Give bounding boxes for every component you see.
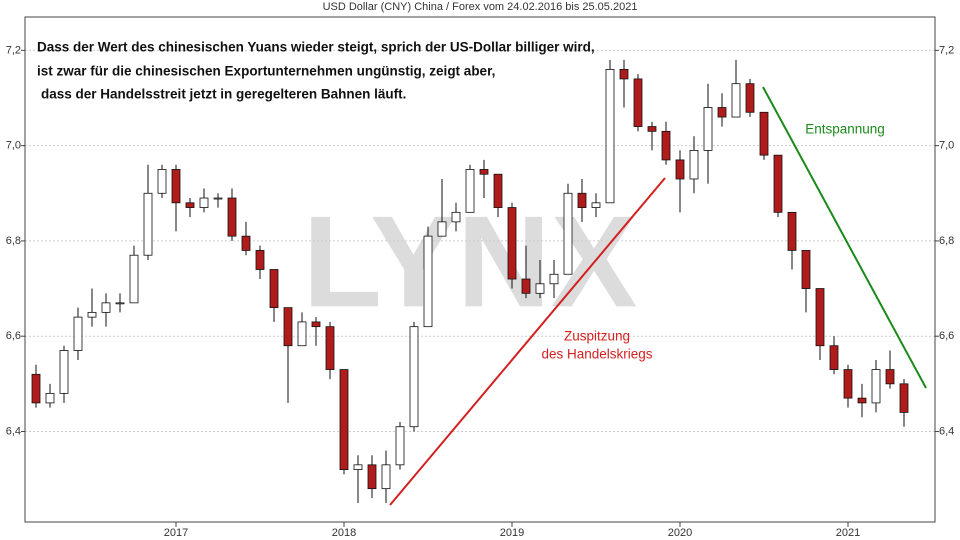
candle-body bbox=[199, 197, 209, 208]
candle-body bbox=[633, 78, 643, 127]
candle-body bbox=[563, 192, 573, 275]
candle-body bbox=[857, 397, 867, 404]
x-tick-label: 2021 bbox=[836, 527, 860, 539]
candle-body bbox=[31, 373, 41, 404]
candle-body bbox=[689, 149, 699, 180]
candle-body bbox=[759, 111, 769, 156]
escalation-label: Zuspitzung bbox=[564, 329, 630, 344]
relief-label: Entspannung bbox=[805, 122, 885, 137]
candle-body bbox=[479, 169, 489, 175]
candle-body bbox=[59, 350, 69, 394]
candle-body bbox=[297, 321, 307, 347]
candle-body bbox=[787, 211, 797, 251]
y2-tick-label: 6,6 bbox=[939, 330, 954, 342]
candle-body bbox=[829, 345, 839, 370]
candle-body bbox=[283, 307, 293, 347]
candle-body bbox=[311, 321, 321, 328]
candle-body bbox=[493, 173, 503, 208]
candle-body bbox=[605, 69, 615, 204]
x-tick-label: 2020 bbox=[668, 527, 692, 539]
candle-body bbox=[801, 250, 811, 289]
candle-body bbox=[885, 369, 895, 385]
y2-tick-label: 6,8 bbox=[939, 235, 954, 247]
candle-body bbox=[577, 192, 587, 208]
x-tick-label: 2018 bbox=[332, 527, 356, 539]
y-tick-label: 6,6 bbox=[6, 330, 21, 342]
y2-tick-label: 7,2 bbox=[939, 44, 954, 56]
candle-body bbox=[157, 169, 167, 194]
candle-body bbox=[619, 69, 629, 80]
y-tick-label: 7,0 bbox=[6, 140, 21, 152]
y-tick-label: 6,4 bbox=[6, 425, 21, 437]
candle-body bbox=[465, 169, 475, 213]
candle-body bbox=[367, 464, 377, 490]
candle-body bbox=[899, 383, 909, 413]
plot-frame bbox=[24, 16, 936, 523]
y-tick-label: 6,8 bbox=[6, 235, 21, 247]
y-tick-label: 7,2 bbox=[6, 44, 21, 56]
candle-body bbox=[871, 369, 881, 404]
candle-body bbox=[549, 273, 559, 285]
candle-body bbox=[843, 369, 853, 399]
candle-body bbox=[815, 288, 825, 347]
candle-body bbox=[409, 326, 419, 428]
candle-body bbox=[325, 326, 335, 370]
candle-body bbox=[675, 159, 685, 180]
annotation-line: ist zwar für die chinesischen Exportunte… bbox=[37, 64, 495, 79]
candle-body bbox=[773, 154, 783, 213]
candle-body bbox=[255, 250, 265, 270]
candle-body bbox=[745, 83, 755, 113]
annotation-line: dass der Handelsstreit jetzt in geregelt… bbox=[41, 87, 406, 102]
candle-body bbox=[45, 392, 55, 404]
candle-body bbox=[115, 302, 125, 305]
candle-body bbox=[171, 169, 181, 204]
y2-tick-label: 7,0 bbox=[939, 140, 954, 152]
candle-body bbox=[395, 426, 405, 466]
candle-body bbox=[73, 316, 83, 351]
candle-body bbox=[241, 235, 251, 251]
y2-tick-label: 6,4 bbox=[939, 425, 954, 437]
candle-body bbox=[227, 197, 237, 237]
candle-body bbox=[339, 369, 349, 470]
chart-title: USD Dollar (CNY) China / Forex vom 24.02… bbox=[323, 1, 638, 13]
candle-body bbox=[423, 235, 433, 328]
candle-body bbox=[87, 311, 97, 318]
candle-body bbox=[129, 254, 139, 304]
candle-body bbox=[591, 202, 601, 208]
candle-body bbox=[647, 126, 657, 132]
relief-trend-line bbox=[762, 86, 927, 389]
annotation-line: Dass der Wert des chinesischen Yuans wie… bbox=[37, 40, 595, 55]
candle-body bbox=[185, 202, 195, 208]
candle-body bbox=[521, 278, 531, 294]
candle-body bbox=[143, 192, 153, 256]
candle-body bbox=[717, 107, 727, 118]
escalation-trend-line bbox=[389, 177, 666, 506]
candle-body bbox=[381, 464, 391, 490]
escalation-label: des Handelskriegs bbox=[541, 347, 652, 362]
candle-body bbox=[269, 269, 279, 309]
candle-body bbox=[451, 211, 461, 223]
candle-body bbox=[703, 107, 713, 151]
candle-body bbox=[535, 283, 545, 294]
candle-body bbox=[661, 130, 671, 161]
candle-body bbox=[731, 83, 741, 118]
x-tick-label: 2017 bbox=[164, 527, 188, 539]
candle-body bbox=[353, 464, 363, 470]
x-tick-label: 2019 bbox=[500, 527, 524, 539]
candle-body bbox=[101, 302, 111, 313]
candle-body bbox=[507, 207, 517, 280]
candle-layer bbox=[31, 59, 909, 503]
candle-body bbox=[437, 221, 447, 237]
candle-body bbox=[213, 197, 223, 200]
